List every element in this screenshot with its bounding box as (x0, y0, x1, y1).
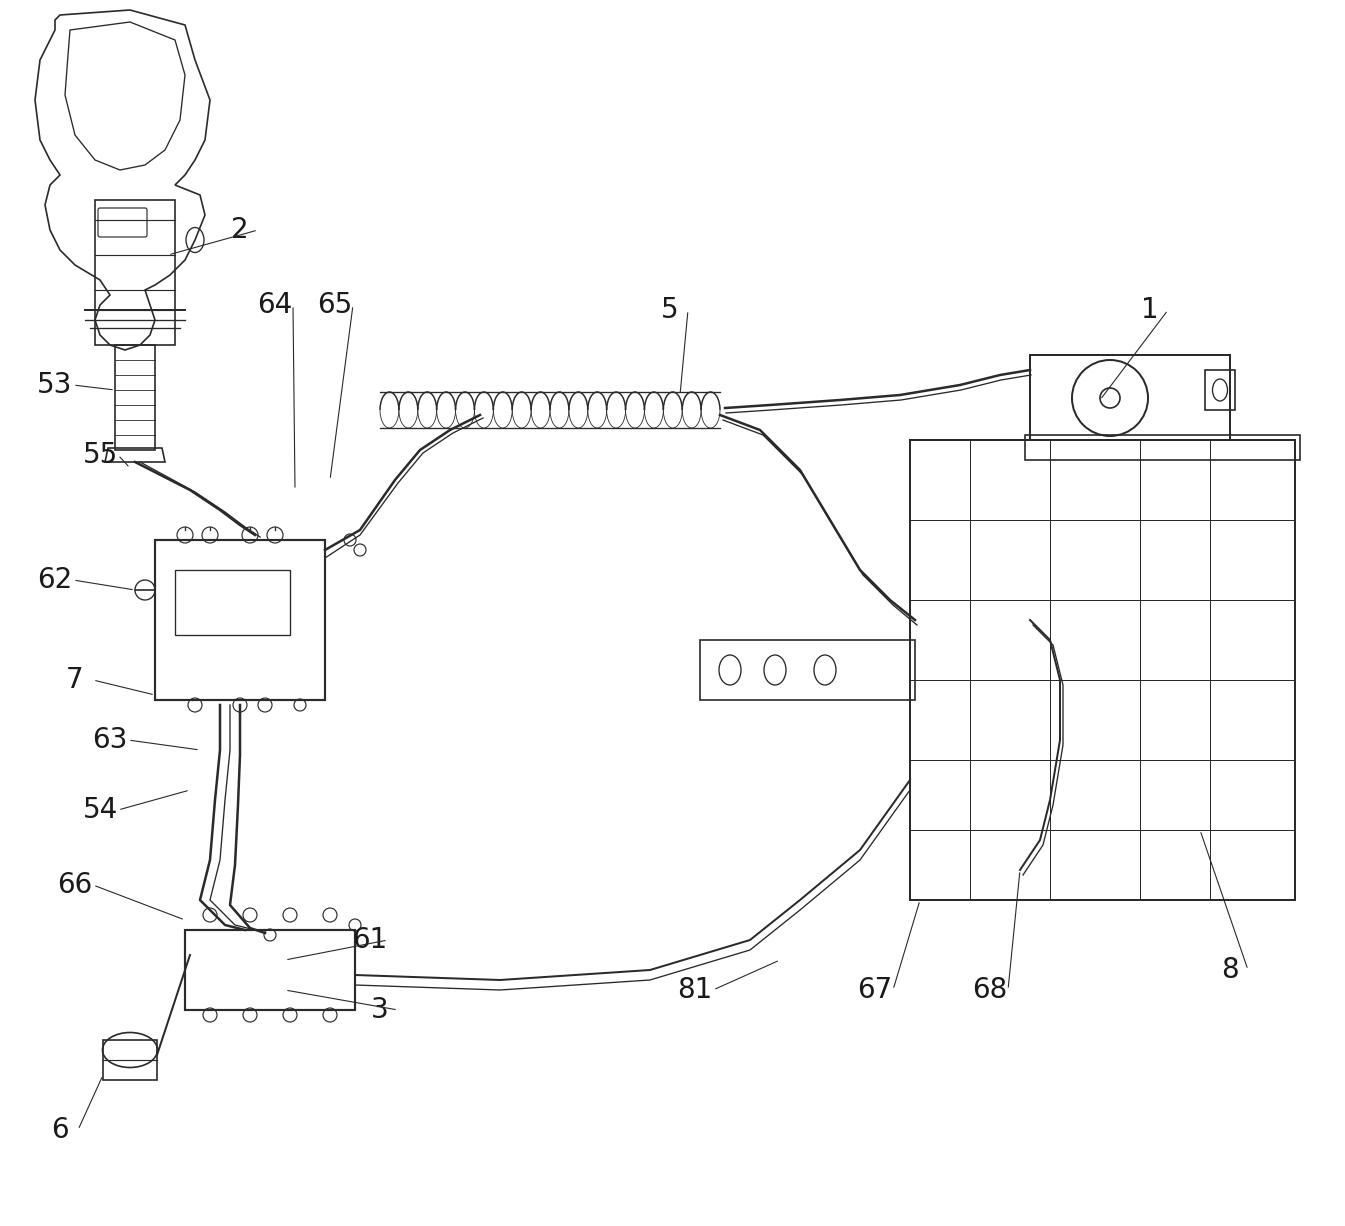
Text: 55: 55 (82, 441, 117, 470)
Text: 62: 62 (38, 566, 73, 595)
Text: 2: 2 (231, 216, 249, 244)
Text: 54: 54 (82, 796, 117, 824)
Text: 53: 53 (38, 371, 73, 398)
Text: 63: 63 (93, 726, 128, 754)
Text: 61: 61 (352, 926, 387, 954)
Text: 68: 68 (972, 976, 1007, 1004)
Text: 81: 81 (678, 976, 713, 1004)
Text: 65: 65 (317, 291, 352, 319)
Text: 7: 7 (66, 666, 83, 694)
Text: 64: 64 (257, 291, 293, 319)
Text: 6: 6 (51, 1116, 69, 1144)
Text: 66: 66 (58, 870, 93, 899)
Text: 5: 5 (662, 295, 679, 324)
Text: 1: 1 (1141, 295, 1159, 324)
Text: 8: 8 (1221, 956, 1239, 984)
Text: 3: 3 (371, 996, 389, 1024)
Text: 67: 67 (857, 976, 893, 1004)
